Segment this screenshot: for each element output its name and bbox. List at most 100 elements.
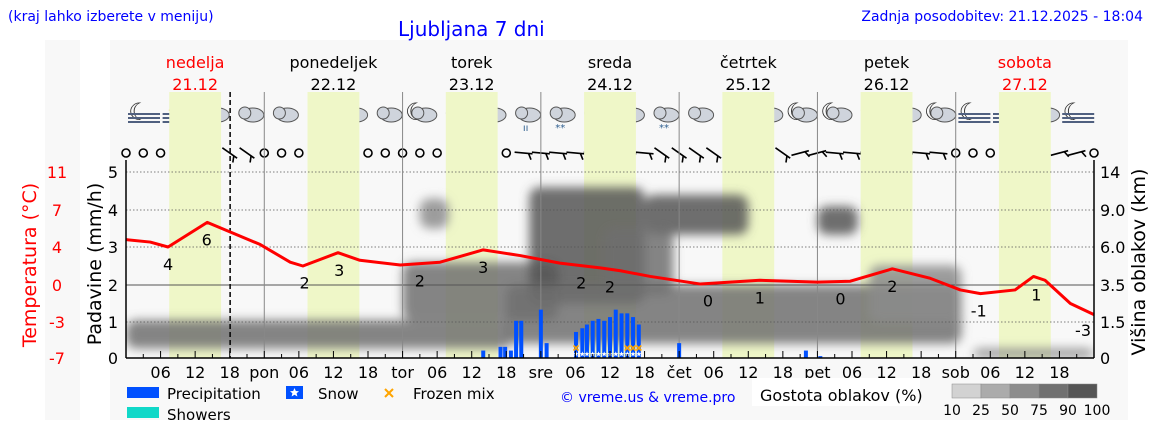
cloud-density-label: Gostota oblakov (%) <box>760 386 923 405</box>
frozen-mix-marker <box>629 344 637 352</box>
cloud-height-tick-label: 9.0 <box>1100 201 1125 220</box>
temperature-label: 3 <box>334 261 344 280</box>
frozen-mix-marker <box>635 344 642 352</box>
precip-bar <box>544 343 549 358</box>
wind-barb-icon <box>239 147 255 163</box>
temperature-label: -1 <box>971 301 987 320</box>
precip-bar <box>514 320 519 358</box>
precip-bar <box>580 328 585 358</box>
precip-bar <box>481 350 486 358</box>
day-name: četrtek <box>720 53 778 72</box>
day-date: 27.12 <box>1002 75 1048 94</box>
svg-text:ıı: ıı <box>523 123 529 134</box>
x-tick-label: 06 <box>150 363 170 382</box>
wind-barb-icon <box>929 151 948 160</box>
cloud-height-tick-label: 6.0 <box>1100 238 1125 257</box>
precip-bar <box>519 320 524 358</box>
day-date: 25.12 <box>725 75 771 94</box>
x-tick-label: 18 <box>773 363 793 382</box>
density-scale: 10 25 50 75 90 100 <box>943 383 1110 419</box>
day-headers: nedelja 21.12 ponedeljek 22.12 torek 23.12 sre… <box>166 53 1052 94</box>
calm-wind-icon <box>968 148 978 158</box>
temperature-label: 6 <box>202 231 212 250</box>
moon-cloud-icon: ☾ <box>405 98 438 126</box>
day-date: 24.12 <box>587 75 633 94</box>
calm-wind-icon <box>985 148 996 158</box>
x-tick-label: 12 <box>1015 363 1035 382</box>
temperature-label: 4 <box>163 255 173 274</box>
calm-wind-icon <box>276 148 287 158</box>
precip-bar <box>596 318 601 358</box>
density-swatch <box>1038 383 1069 399</box>
x-tick-label: pon <box>249 363 279 382</box>
frozen-mix-x-icon <box>384 388 394 398</box>
moon-fog-icon: ☾ <box>958 98 991 126</box>
precip-bar <box>677 343 682 358</box>
density-tick: 90 <box>1059 403 1077 419</box>
day-name: sreda <box>588 53 632 72</box>
calm-wind-icon <box>501 148 512 158</box>
density-tick: 25 <box>972 403 990 419</box>
temperature-label: 2 <box>415 272 425 291</box>
density-tick: 75 <box>1030 403 1048 419</box>
wind-barb-icon <box>514 151 533 160</box>
cloud-height-tick-label: 1.5 <box>1100 313 1125 332</box>
moon-fog-icon: ☾ <box>128 98 160 126</box>
density-swatch <box>1067 383 1098 399</box>
calm-wind-icon <box>380 148 391 158</box>
wind-barb-icon <box>566 151 585 160</box>
daylight-band <box>307 92 360 358</box>
left-panel-bg <box>45 40 80 420</box>
location-hint[interactable]: (kraj lahko izberete v meniju) <box>8 9 214 25</box>
snow-marker <box>613 351 619 357</box>
wind-barb-icon <box>791 149 811 158</box>
x-tick-label: 18 <box>496 363 516 382</box>
precip-bar <box>818 356 823 358</box>
temp-tick-label: -3 <box>49 313 65 332</box>
wind-barb-icon <box>912 151 931 160</box>
density-swatch <box>951 383 982 399</box>
precip-bar <box>538 309 543 358</box>
wind-barb-icon <box>825 151 844 160</box>
snow-marker <box>601 351 607 357</box>
legend: Precipitation Snow Frozen mix Showers © … <box>127 378 1110 424</box>
calm-wind-icon <box>1089 148 1099 158</box>
temperature-label: 2 <box>887 277 897 296</box>
legend-frozen-label: Frozen mix <box>413 385 495 403</box>
precip-axis-label: Padavine (mm/h) <box>84 183 106 346</box>
temperature-label: 1 <box>1031 285 1041 304</box>
x-tick-label: 06 <box>289 363 309 382</box>
density-label-bg <box>752 378 920 406</box>
calm-wind-icon <box>294 148 304 158</box>
legend-precip-label: Precipitation <box>167 385 261 403</box>
temp-tick-label: 0 <box>52 276 62 295</box>
grid <box>126 92 1094 358</box>
x-tick-label: 06 <box>427 363 447 382</box>
wind-barb-icon <box>705 147 722 163</box>
x-tick-label: pet <box>804 363 830 382</box>
day-date: 22.12 <box>311 75 357 94</box>
temperature-label: 2 <box>605 277 615 296</box>
x-tick-label: 18 <box>911 363 931 382</box>
snow-marker <box>579 351 585 357</box>
cloud-height-tick-label: 0 <box>1100 349 1110 368</box>
cloud-region <box>869 265 962 322</box>
temperature-label: 2 <box>300 273 310 292</box>
wind-barb-icon <box>688 147 705 163</box>
snow-marker <box>619 351 624 357</box>
cloud-region <box>973 348 1094 358</box>
calm-wind-icon <box>121 148 131 158</box>
wind-barb-icon <box>775 147 791 163</box>
calm-wind-icon <box>432 148 442 158</box>
temperature-line <box>125 220 1095 316</box>
x-tick-label: tor <box>391 363 414 382</box>
precip-tick-label: 2 <box>108 276 118 295</box>
temperature-label: 3 <box>478 258 488 277</box>
svg-text:**: ** <box>659 123 669 134</box>
calm-wind-icon <box>363 148 373 158</box>
cloud-icon <box>238 106 265 123</box>
density-tick: 10 <box>943 403 961 419</box>
credit-link[interactable]: © vreme.us & vreme.pro <box>560 390 735 406</box>
precip-bar <box>631 317 636 358</box>
